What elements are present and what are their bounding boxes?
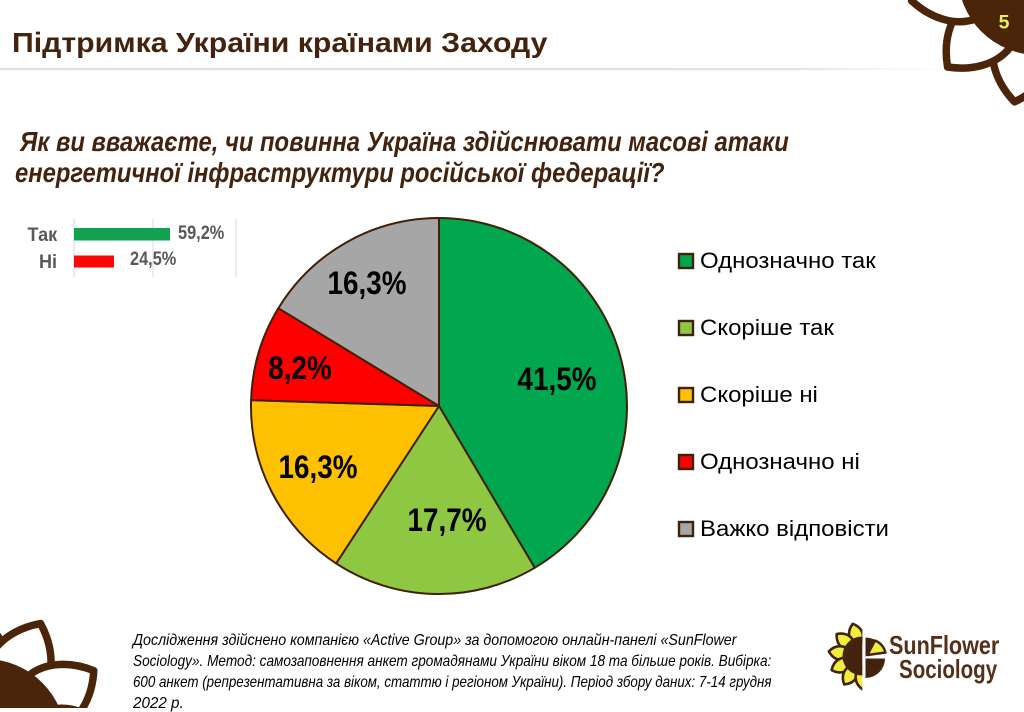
svg-text:5: 5 bbox=[999, 12, 1010, 34]
